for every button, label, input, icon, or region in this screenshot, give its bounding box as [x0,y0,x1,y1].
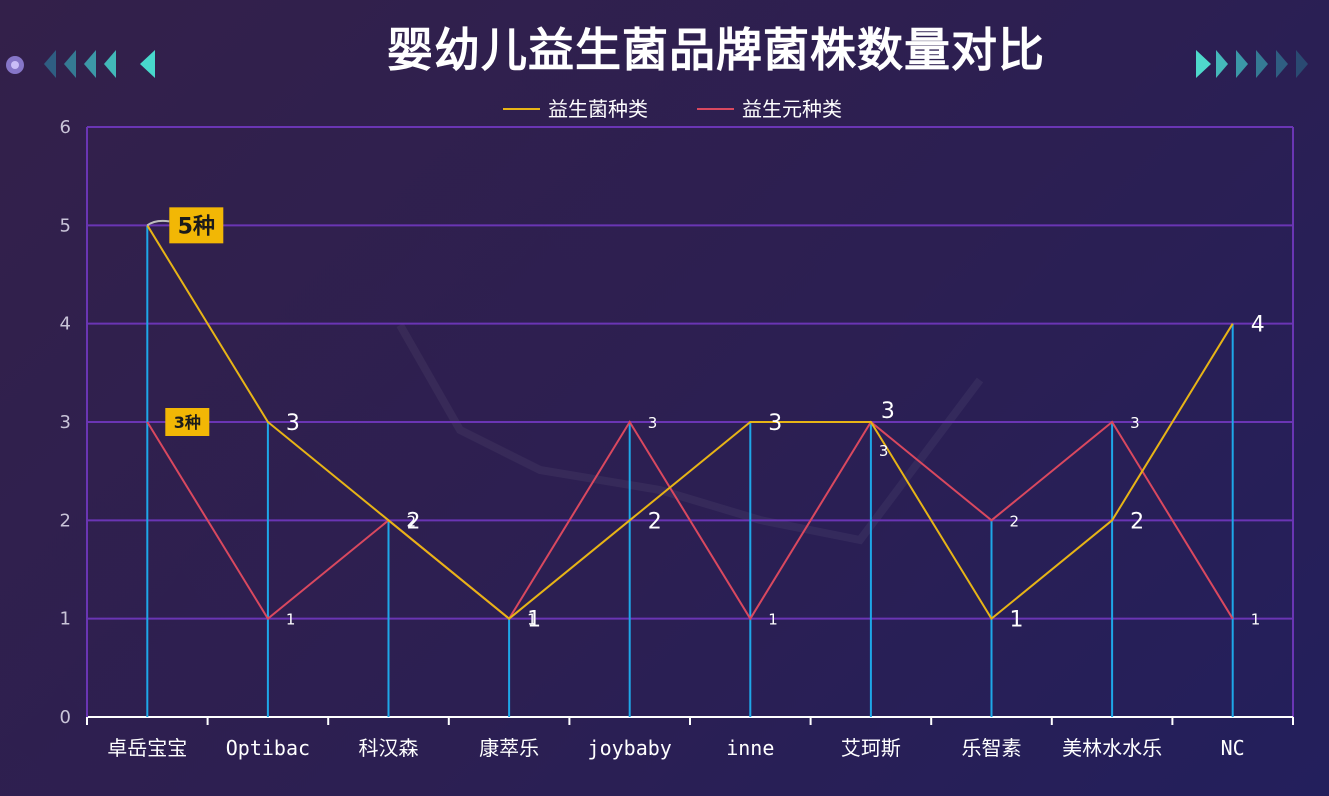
annotation-badge [165,408,210,436]
series-lines [146,224,1234,621]
data-label-probiotic: 1 [527,608,541,633]
data-label-prebiotic: 1 [286,611,296,629]
x-tick-label: joybaby [588,736,672,760]
data-label-prebiotic: 1 [527,611,537,629]
chart-title: 婴幼儿益生菌品牌菌株数量对比 [387,23,1045,77]
x-tick-label: inne [726,736,774,760]
legend-label-prebiotic: 益生元种类 [742,97,842,121]
x-tick-label: 乐智素 [962,736,1022,760]
x-tick-label: 卓岳宝宝 [107,736,187,760]
y-tick-label: 5 [60,215,71,236]
data-label-probiotic: 2 [648,509,662,534]
series-line-probiotic [146,224,1234,621]
y-tick-label: 6 [60,117,71,138]
x-tick-label: 艾珂斯 [841,736,901,760]
data-label-prebiotic: 3 [1130,414,1140,432]
data-label-prebiotic: 3 [879,442,889,460]
annotation-text: 5种 [178,214,215,239]
category-stems [146,225,1234,717]
annotation-text: 3种 [174,413,201,432]
annotations: 5种 3种 [146,207,224,436]
data-label-prebiotic: 2 [1010,512,1020,530]
y-tick-label: 4 [60,314,71,335]
series-line-prebiotic [146,420,1234,621]
left-decor [6,50,155,78]
data-label-probiotic: 4 [1251,313,1265,338]
data-label-probiotic: 1 [1010,608,1024,633]
data-label-prebiotic: 1 [1251,611,1261,629]
x-tick-label: 科汉森 [359,736,419,760]
axes: 0 1 2 3 4 5 6 卓岳宝宝 Optibac 科汉森 康萃乐 joybaby inne 艾珂斯 乐智… [60,117,1294,760]
x-tick-label: 康萃乐 [479,736,539,760]
data-label-probiotic: 2 [1130,509,1144,534]
background-watermark [396,323,984,545]
legend-label-probiotic: 益生菌种类 [548,97,648,121]
data-label-probiotic: 3 [286,411,300,436]
annotation-badge [169,207,224,244]
y-tick-label: 1 [60,609,71,630]
x-tick-label: NC [1221,736,1245,760]
y-tick-label: 0 [60,707,71,728]
x-tick-label: 美林水水乐 [1062,736,1162,760]
data-label-probiotic: 2 [407,509,421,534]
y-tick-label: 3 [60,412,71,433]
right-decor [1196,50,1308,78]
y-tick-label: 2 [60,510,71,531]
annotation-leader [146,219,170,227]
data-label-probiotic: 3 [768,411,782,436]
data-label-prebiotic: 2 [407,512,417,530]
x-tick-label: Optibac [226,736,310,760]
grid [87,126,1294,717]
data-label-probiotic: 3 [881,399,895,424]
data-label-prebiotic: 3 [648,414,658,432]
data-label-prebiotic: 1 [768,611,778,629]
legend: 益生菌种类 益生元种类 [503,97,842,121]
